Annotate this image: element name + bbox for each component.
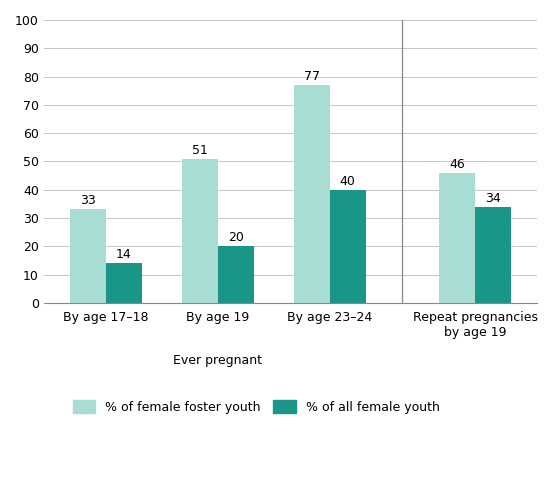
Legend: % of female foster youth, % of all female youth: % of female foster youth, % of all femal… [67,394,446,420]
Text: 46: 46 [450,158,465,171]
Bar [440,173,475,303]
Text: 14: 14 [116,248,132,261]
Text: 34: 34 [485,192,501,205]
Text: 77: 77 [304,70,320,83]
Text: 33: 33 [80,194,96,207]
Bar [330,189,366,303]
Bar [218,246,254,303]
Text: 40: 40 [340,175,356,187]
Bar [106,263,142,303]
Bar [294,85,330,303]
Bar [182,159,218,303]
Text: Ever pregnant: Ever pregnant [174,354,263,367]
Bar [475,206,511,303]
Text: 20: 20 [228,231,244,244]
Text: 51: 51 [192,144,208,157]
Bar [70,209,106,303]
